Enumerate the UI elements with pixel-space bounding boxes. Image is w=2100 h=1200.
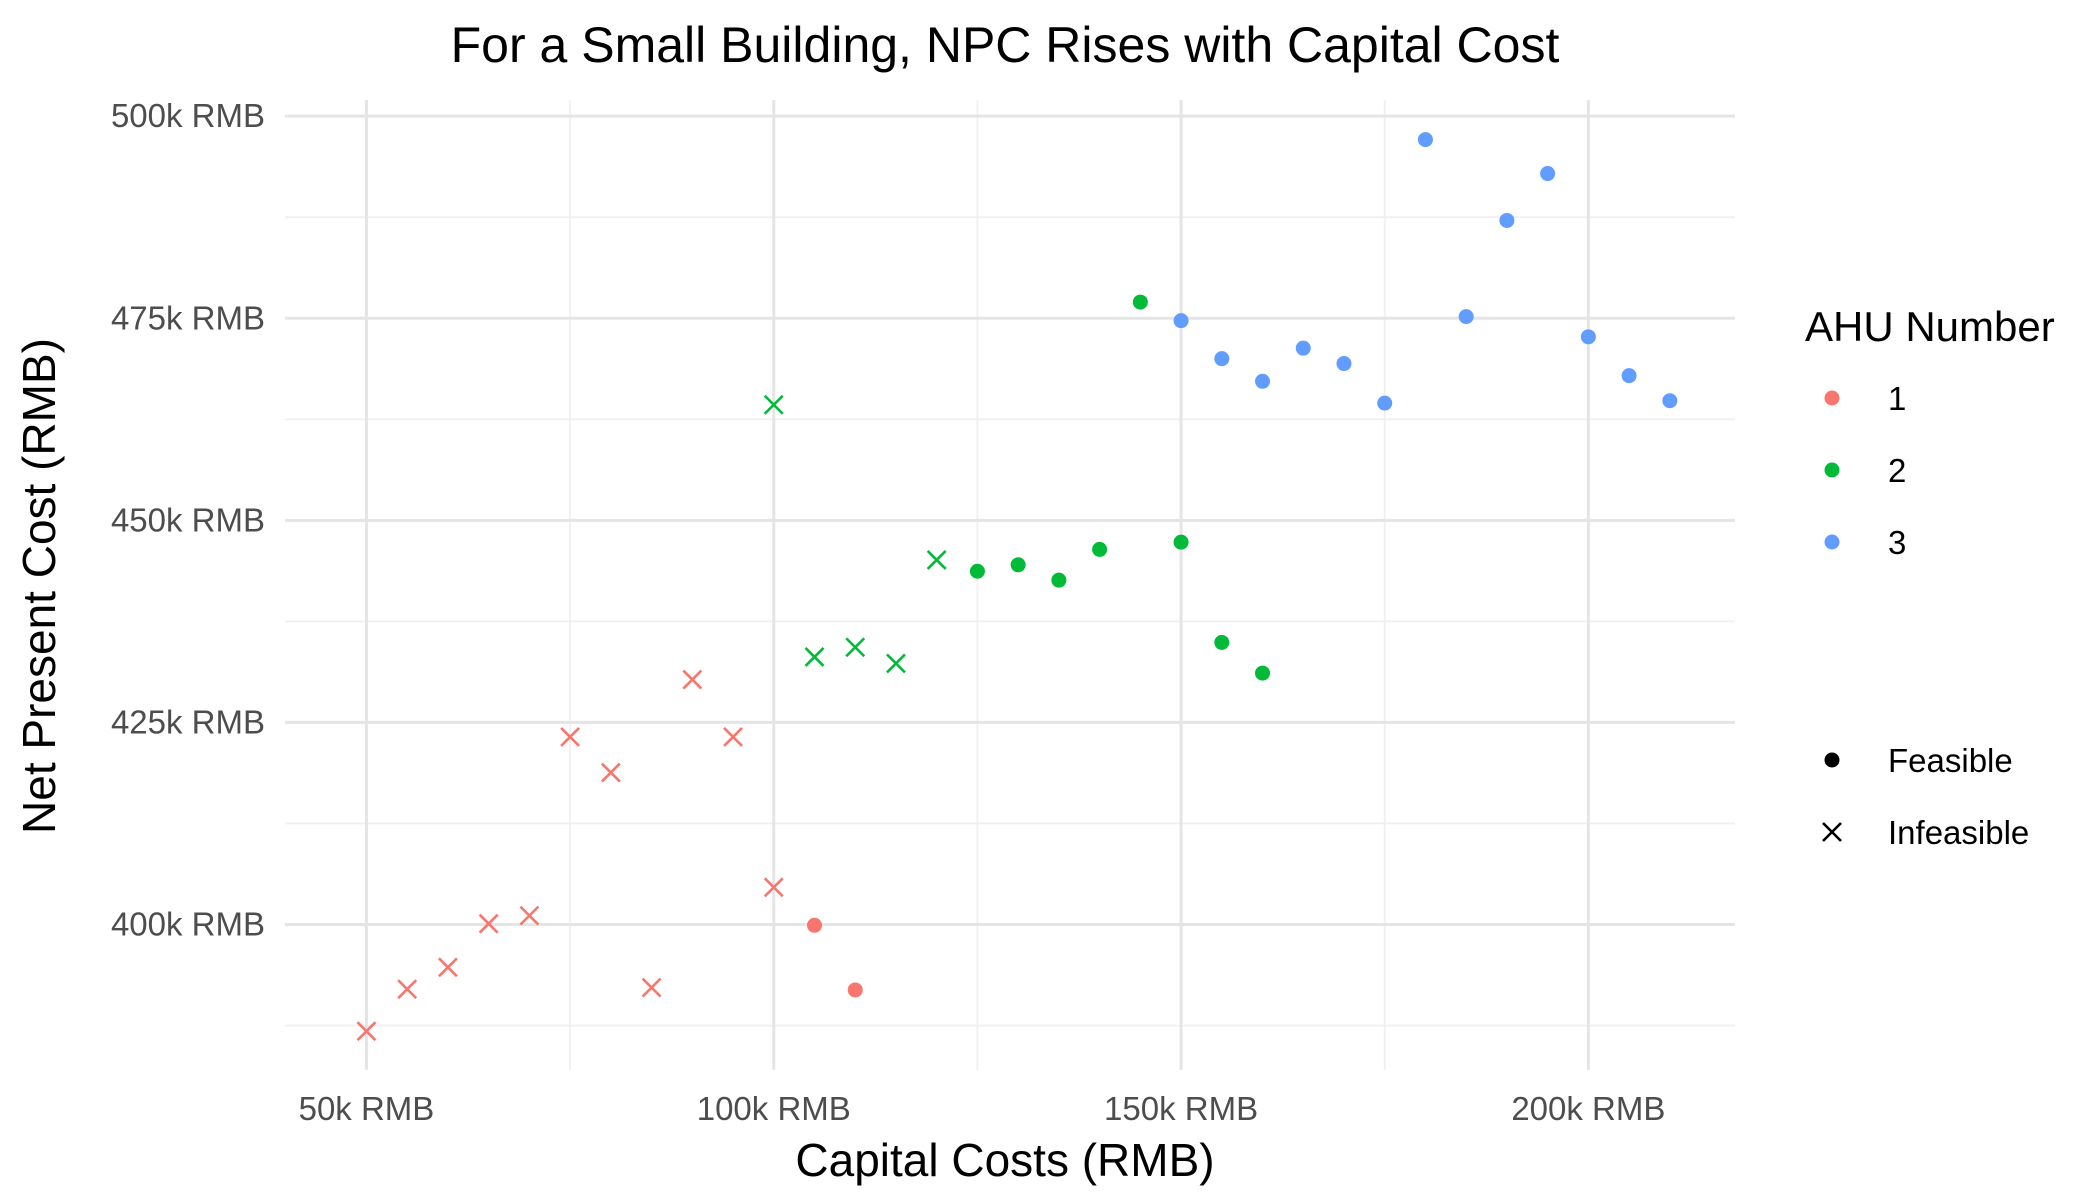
data-point-s2-4 bbox=[886, 653, 906, 674]
data-point-s2-8 bbox=[1051, 572, 1067, 588]
data-point-s3-4 bbox=[1295, 340, 1311, 356]
data-points bbox=[356, 132, 1678, 1042]
data-point-s2-13 bbox=[1255, 665, 1271, 681]
legend-key-ahu-3 bbox=[1824, 534, 1840, 550]
data-point-s1-7 bbox=[600, 762, 621, 783]
data-point-s2-10 bbox=[1132, 294, 1148, 310]
data-point-s3-13 bbox=[1662, 393, 1678, 409]
data-point-s1-2 bbox=[397, 979, 418, 1000]
legend-key-infeasible bbox=[1822, 822, 1842, 842]
x-tick-label: 200k RMB bbox=[1511, 1090, 1665, 1127]
data-point-s1-8 bbox=[641, 977, 662, 998]
data-point-s2-11 bbox=[1173, 534, 1189, 550]
data-point-s3-12 bbox=[1621, 368, 1637, 384]
data-point-s3-8 bbox=[1458, 309, 1474, 325]
data-point-s3-11 bbox=[1580, 329, 1596, 345]
x-tick-label: 50k RMB bbox=[299, 1090, 435, 1127]
legend-label-ahu: 2 bbox=[1888, 452, 1906, 489]
legend-key-ahu-1 bbox=[1824, 390, 1840, 406]
y-tick-label: 425k RMB bbox=[111, 703, 265, 740]
legend-title: AHU Number bbox=[1805, 303, 2055, 350]
data-point-s2-3 bbox=[845, 637, 866, 658]
x-axis-title: Capital Costs (RMB) bbox=[795, 1134, 1214, 1186]
data-point-s2-2 bbox=[804, 647, 825, 667]
y-axis-title: Net Present Cost (RMB) bbox=[13, 338, 65, 834]
data-point-s3-9 bbox=[1499, 212, 1515, 228]
legend-key-feasible bbox=[1824, 752, 1840, 768]
legend-key-ahu-2 bbox=[1824, 462, 1840, 478]
data-point-s2-9 bbox=[1092, 541, 1108, 557]
x-tick-label: 150k RMB bbox=[1104, 1090, 1258, 1127]
y-tick-label: 450k RMB bbox=[111, 501, 265, 538]
data-point-s3-2 bbox=[1214, 351, 1230, 367]
y-tick-label: 500k RMB bbox=[111, 97, 265, 134]
data-point-s3-7 bbox=[1417, 132, 1433, 148]
legend-color-entries: 1 2 3 bbox=[1824, 380, 1906, 561]
data-point-s3-3 bbox=[1255, 373, 1271, 389]
legend-label-shape: Infeasible bbox=[1888, 814, 2029, 851]
legend-label-ahu: 3 bbox=[1888, 524, 1906, 561]
data-point-s1-6 bbox=[560, 727, 581, 747]
data-point-s1-12 bbox=[806, 917, 822, 933]
data-point-s2-7 bbox=[1010, 557, 1026, 573]
data-point-s1-4 bbox=[478, 913, 499, 934]
data-point-s1-9 bbox=[682, 669, 703, 690]
data-point-s3-10 bbox=[1540, 166, 1556, 182]
data-point-s3-1 bbox=[1173, 313, 1189, 329]
y-axis-ticks: 400k RMB 425k RMB 450k RMB 475k RMB 500k RMB bbox=[111, 97, 265, 942]
legend-label-shape: Feasible bbox=[1888, 742, 2013, 779]
data-point-s1-1 bbox=[356, 1021, 377, 1042]
data-point-s1-13 bbox=[847, 982, 863, 998]
data-point-s2-6 bbox=[969, 563, 985, 579]
data-point-s3-5 bbox=[1336, 356, 1352, 372]
data-point-s1-3 bbox=[438, 957, 458, 978]
legend-label-ahu: 1 bbox=[1888, 380, 1906, 417]
data-point-s2-1 bbox=[763, 394, 784, 415]
data-point-s3-6 bbox=[1377, 395, 1393, 411]
data-point-s1-10 bbox=[723, 727, 743, 747]
data-point-s2-12 bbox=[1214, 634, 1230, 650]
legend: AHU Number 1 2 3 Feasible Infeasible bbox=[1805, 303, 2055, 851]
grid-lines bbox=[285, 100, 1735, 1070]
chart-title: For a Small Building, NPC Rises with Cap… bbox=[451, 17, 1560, 73]
y-tick-label: 400k RMB bbox=[111, 906, 265, 943]
data-point-s1-11 bbox=[763, 877, 784, 898]
y-tick-label: 475k RMB bbox=[111, 299, 265, 336]
legend-shape-entries: Feasible Infeasible bbox=[1822, 742, 2029, 851]
x-tick-label: 100k RMB bbox=[697, 1090, 851, 1127]
data-point-s2-5 bbox=[926, 550, 947, 570]
data-point-s1-5 bbox=[519, 905, 540, 926]
x-axis-ticks: 50k RMB 100k RMB 150k RMB 200k RMB bbox=[299, 1090, 1666, 1127]
